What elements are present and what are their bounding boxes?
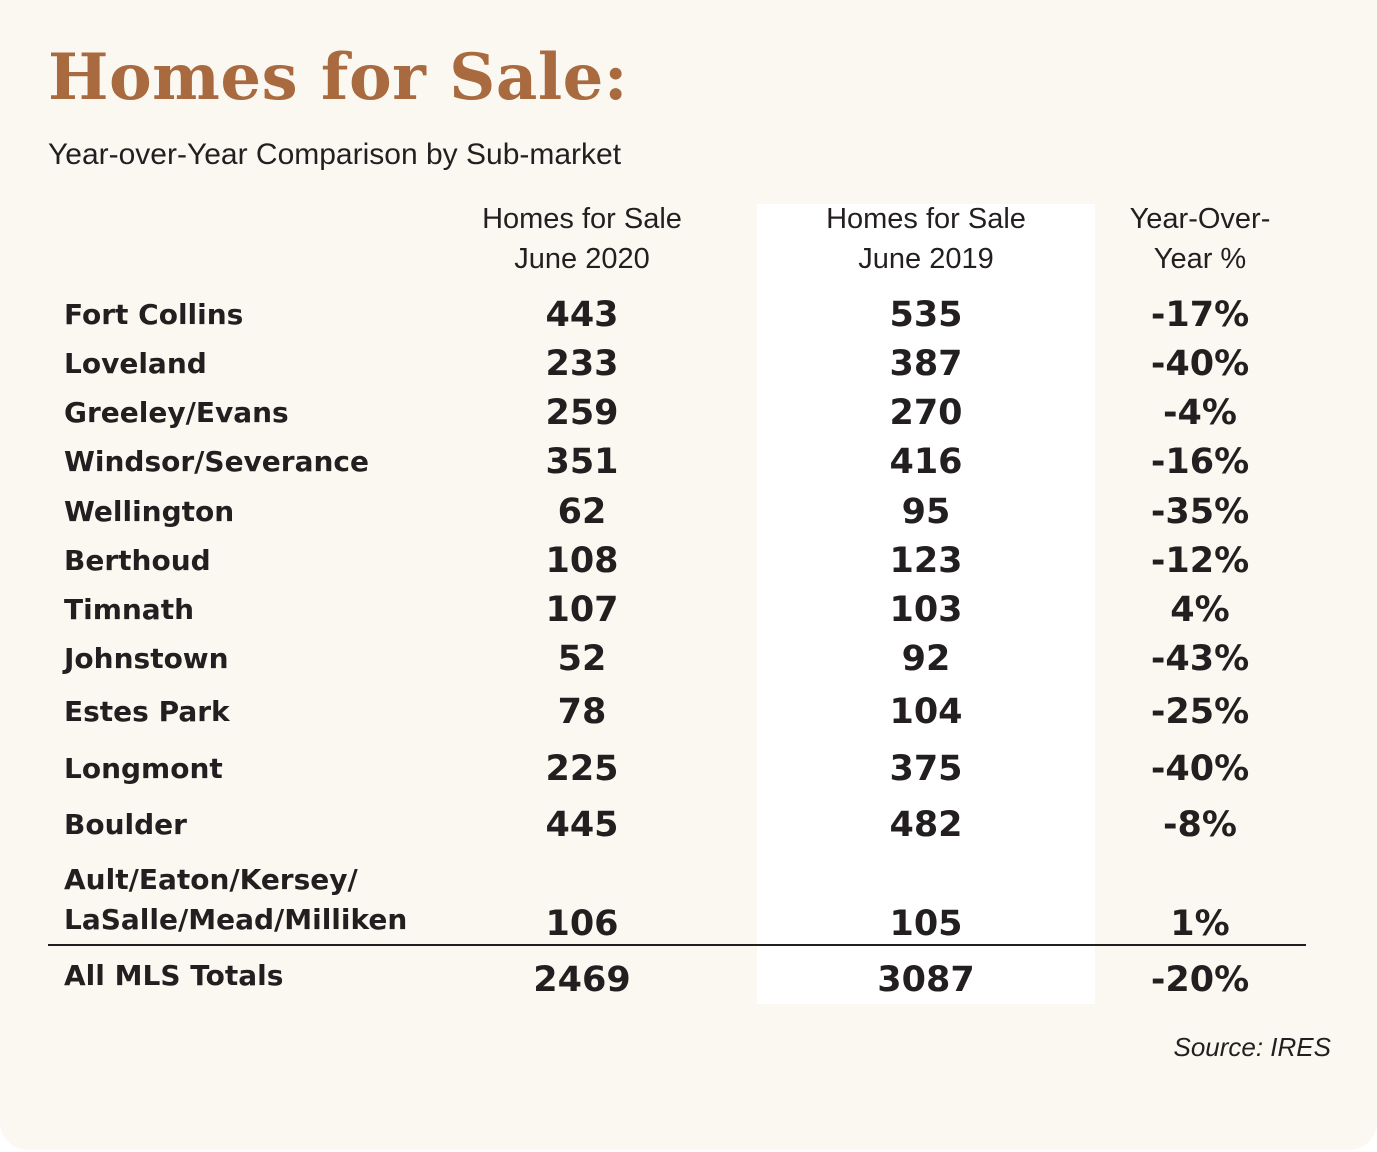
table-row-market-label: Boulder — [64, 808, 187, 841]
page-subtitle: Year-over-Year Comparison by Sub-market — [48, 138, 622, 171]
table-cell-june-2019: 387 — [889, 344, 963, 384]
column-header-yoy-line-2: Year % — [1153, 243, 1247, 275]
table-cell-june-2020: 52 — [557, 639, 607, 679]
table-row-market-label: Windsor/Severance — [64, 445, 370, 478]
column-header-june-2019: Homes for Sale June 2019 — [756, 199, 1096, 279]
table-cell-yoy: -12% — [1150, 541, 1250, 581]
table-cell-yoy: -25% — [1150, 692, 1250, 732]
table-cell-june-2020: 62 — [557, 492, 607, 532]
june-2019-column-highlight — [757, 204, 1095, 1004]
table-row-market-label: Berthoud — [64, 544, 211, 577]
column-header-yoy: Year-Over- Year % — [1030, 199, 1370, 279]
table-cell-june-2020: 107 — [545, 590, 619, 630]
table-cell-yoy: -40% — [1150, 344, 1250, 384]
table-cell-june-2020: 106 — [545, 904, 619, 944]
table-cell-june-2019: 270 — [889, 393, 963, 433]
column-header-june-2020: Homes for Sale June 2020 — [412, 199, 752, 279]
table-row-market-label: Loveland — [64, 347, 207, 380]
table-cell-june-2020: 443 — [545, 295, 619, 335]
table-cell-yoy: -4% — [1163, 393, 1237, 433]
table-cell-june-2020: 108 — [545, 541, 619, 581]
table-cell-yoy: 4% — [1170, 590, 1230, 630]
table-cell-june-2019: 482 — [889, 805, 963, 845]
table-cell-june-2019: 123 — [889, 541, 963, 581]
table-row-market-label: Johnstown — [64, 642, 229, 675]
page-title: Homes for Sale: — [48, 40, 628, 115]
table-cell-yoy: -43% — [1150, 639, 1250, 679]
table-row-market-label: Fort Collins — [64, 298, 244, 331]
table-cell-yoy: -16% — [1150, 442, 1250, 482]
table-row-market-label: Greeley/Evans — [64, 396, 289, 429]
table-cell-yoy: -17% — [1150, 295, 1250, 335]
table-cell-june-2019: 375 — [889, 749, 963, 789]
column-header-june-2020-line-1: Homes for Sale — [482, 203, 682, 235]
table-cell-june-2019: 103 — [889, 590, 963, 630]
table-cell-yoy: -8% — [1163, 805, 1237, 845]
table-cell-june-2019: 416 — [889, 442, 963, 482]
table-cell-june-2019: 92 — [901, 639, 951, 679]
table-cell-june-2020: 78 — [557, 692, 607, 732]
column-header-june-2019-line-2: June 2019 — [858, 243, 994, 275]
table-cell-yoy: -35% — [1150, 492, 1250, 532]
table-row-market-label: Estes Park — [64, 695, 230, 728]
table-cell-june-2019: 105 — [889, 904, 963, 944]
table-cell-yoy: 1% — [1170, 904, 1230, 944]
totals-row-label: All MLS Totals — [64, 959, 284, 992]
source-note: Source: IRES — [1173, 1032, 1331, 1062]
table-cell-june-2020: 225 — [545, 749, 619, 789]
column-header-yoy-line-1: Year-Over- — [1129, 203, 1271, 235]
table-row-market-label: Ault/Eaton/Kersey/ LaSalle/Mead/Milliken — [64, 863, 408, 936]
totals-cell-june-2020: 2469 — [533, 960, 631, 1000]
totals-cell-june-2019: 3087 — [877, 960, 975, 1000]
table-cell-june-2019: 535 — [889, 295, 963, 335]
totals-divider — [48, 944, 1306, 946]
table-cell-yoy: -40% — [1150, 749, 1250, 789]
table-cell-june-2020: 351 — [545, 442, 619, 482]
column-header-june-2019-line-1: Homes for Sale — [826, 203, 1026, 235]
table-row-market-label: Longmont — [64, 752, 223, 785]
table-cell-june-2020: 259 — [545, 393, 619, 433]
table-cell-june-2019: 104 — [889, 692, 963, 732]
table-row-market-label: Wellington — [64, 495, 235, 528]
table-row-market-label: Timnath — [64, 593, 195, 626]
column-header-june-2020-line-2: June 2020 — [514, 243, 650, 275]
table-cell-june-2020: 233 — [545, 344, 619, 384]
table-cell-june-2020: 445 — [545, 805, 619, 845]
table-cell-june-2019: 95 — [901, 492, 951, 532]
totals-cell-yoy: -20% — [1150, 960, 1250, 1000]
